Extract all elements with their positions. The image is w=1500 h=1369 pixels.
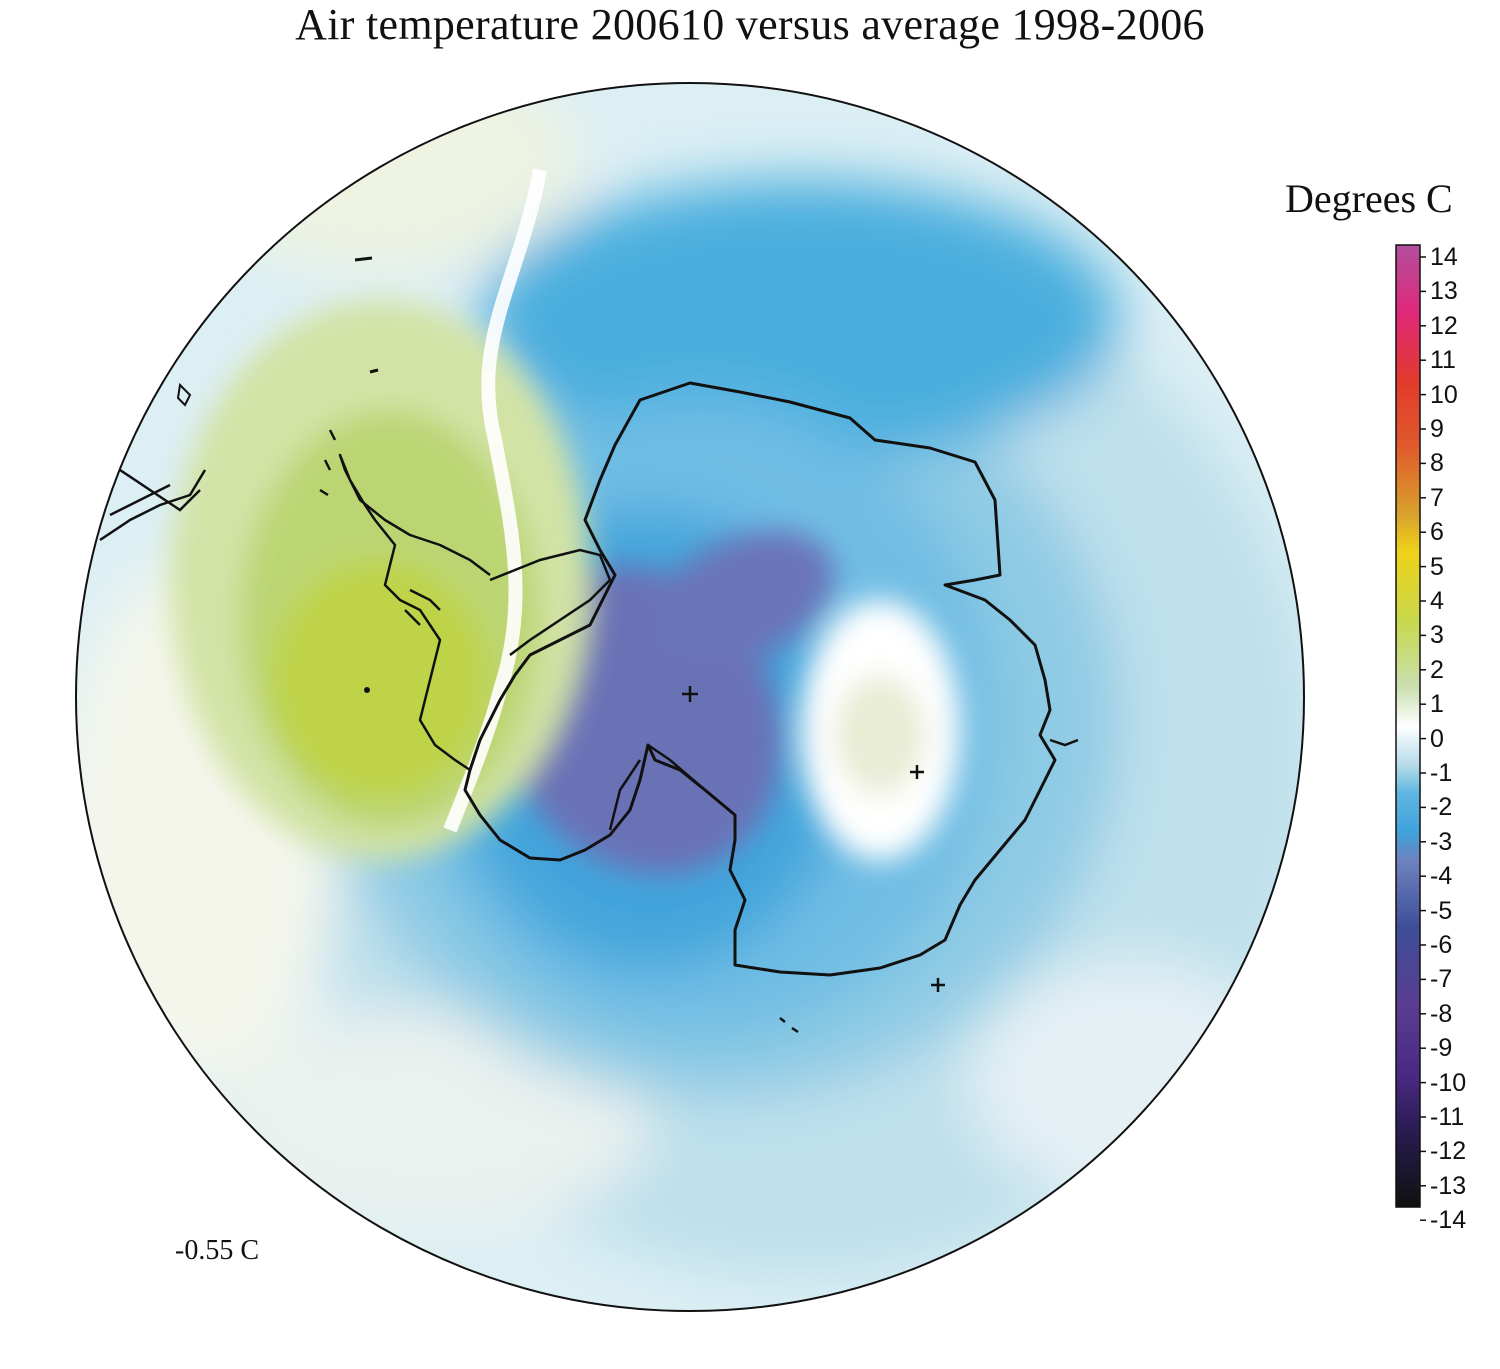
colorbar-tick-label: 10 <box>1430 380 1458 409</box>
map-boundary <box>75 82 1305 1312</box>
colorbar-tick-label: -6 <box>1430 931 1453 959</box>
colorbar-tick-label: -13 <box>1430 1171 1467 1200</box>
colorbar-tick-label: 14 <box>1430 243 1458 271</box>
colorbar-tick-label: 11 <box>1430 346 1456 375</box>
colorbar-tick-label: -11 <box>1430 1103 1465 1131</box>
kerguelen-area-island <box>1049 738 1079 747</box>
colorbar-tick-label: 6 <box>1430 518 1444 547</box>
colorbar-tick-label: 1 <box>1430 690 1444 719</box>
colorbar-tick-label: 13 <box>1430 277 1458 306</box>
peninsula-islands <box>319 429 441 626</box>
colorbar-ticks <box>1420 256 1426 1221</box>
colorbar-tick-label: -9 <box>1430 1034 1453 1063</box>
map-title: Air temperature 200610 versus average 19… <box>295 0 1205 49</box>
colorbar-tick-label: -1 <box>1430 759 1453 787</box>
balleny-islands <box>779 1017 799 1034</box>
south-georgia-island <box>354 256 373 262</box>
colorbar-tick-label: 9 <box>1430 415 1444 443</box>
falkland-islands <box>176 382 192 407</box>
colorbar-tick-label: -3 <box>1430 827 1453 856</box>
south-america-coast <box>99 468 207 542</box>
colorbar-tick-label: -7 <box>1430 965 1453 994</box>
small-island <box>369 368 379 374</box>
colorbar-tick-label: 12 <box>1430 311 1458 340</box>
colorbar-tick-label: -4 <box>1430 862 1453 891</box>
colorbar-tick-label: -10 <box>1430 1068 1467 1097</box>
colorbar <box>1395 244 1421 1208</box>
weddell-shelf-outline <box>489 548 612 656</box>
anomaly-field <box>76 83 1304 1311</box>
antarctic-peninsula <box>338 453 491 772</box>
colorbar-tick-label: -12 <box>1430 1137 1467 1166</box>
mean-anomaly-label: -0.55 C <box>175 1235 259 1266</box>
colorbar-tick-label: 8 <box>1430 449 1444 478</box>
colorbar-tick-label: -2 <box>1430 793 1453 822</box>
station-marker <box>910 765 924 779</box>
colorbar-tick-label: 7 <box>1430 483 1444 512</box>
ice-shelf-outline <box>608 743 736 831</box>
colorbar-tick-label: -14 <box>1430 1206 1467 1235</box>
antarctica-coastline <box>463 381 1057 977</box>
colorbar-tick-label: 4 <box>1430 587 1444 615</box>
colorbar-tick-label: -8 <box>1430 999 1453 1028</box>
colorbar-tick-label: 5 <box>1430 552 1444 581</box>
colorbar-title: Degrees C <box>1285 176 1453 221</box>
pole-marker <box>682 686 698 702</box>
station-marker <box>931 978 945 992</box>
colorbar-tick-label: -5 <box>1430 896 1453 925</box>
colorbar-tick-label: 0 <box>1430 724 1444 753</box>
colorbar-tick-label: 2 <box>1430 655 1444 684</box>
island-dot <box>364 687 370 693</box>
colorbar-tick-label: 3 <box>1430 621 1444 650</box>
